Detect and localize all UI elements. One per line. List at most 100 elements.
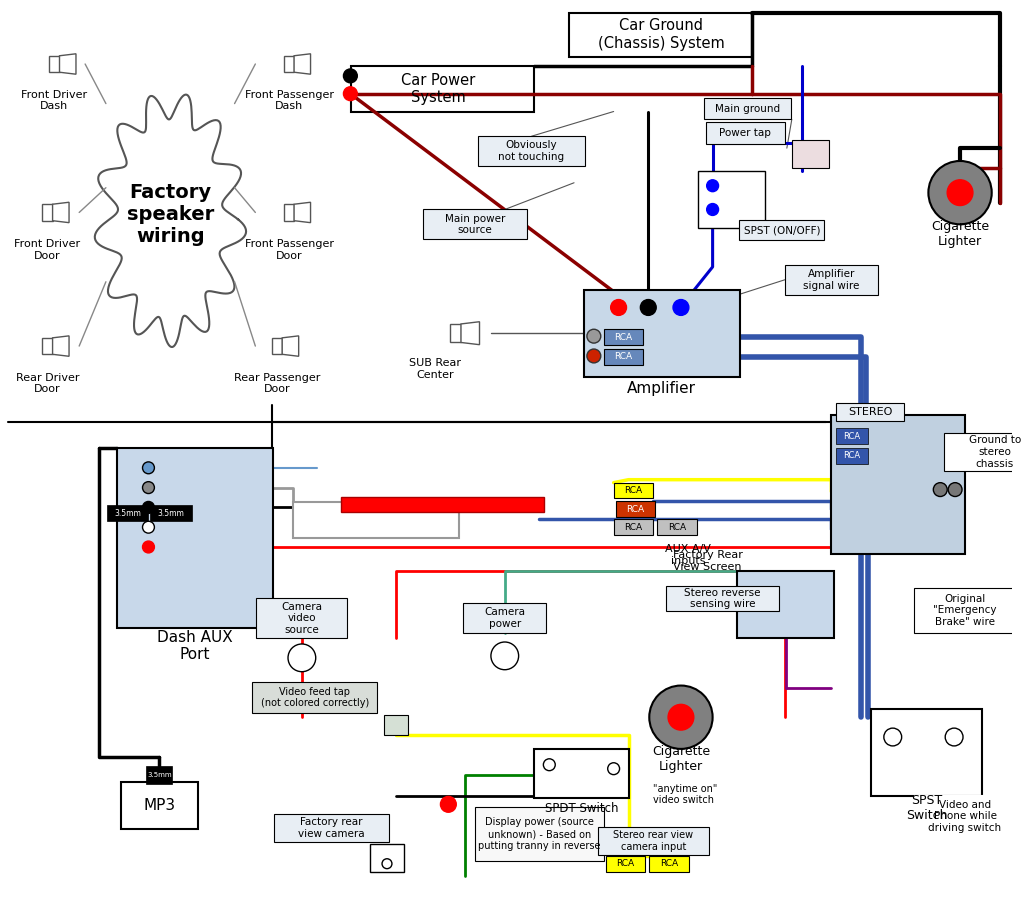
Bar <box>107 505 148 521</box>
Bar <box>384 716 408 735</box>
Bar <box>613 483 653 498</box>
Bar <box>785 265 878 295</box>
Text: Amplifier
signal wire: Amplifier signal wire <box>803 269 860 290</box>
Bar <box>792 140 830 168</box>
Circle shape <box>933 483 947 496</box>
Bar <box>944 433 1022 471</box>
Text: 3.5mm: 3.5mm <box>114 509 141 518</box>
Text: RCA: RCA <box>660 859 679 868</box>
Circle shape <box>947 180 973 206</box>
Circle shape <box>587 329 601 343</box>
Bar <box>146 766 173 784</box>
Text: STEREO: STEREO <box>848 407 892 417</box>
Bar <box>665 585 780 611</box>
Text: Cigarette
Lighter: Cigarette Lighter <box>652 744 710 773</box>
Bar <box>257 599 347 638</box>
Bar <box>341 496 545 512</box>
Circle shape <box>928 161 991 225</box>
Bar <box>284 56 294 72</box>
Polygon shape <box>52 202 69 223</box>
Text: RCA: RCA <box>624 486 643 495</box>
Text: Amplifier: Amplifier <box>626 381 696 396</box>
Text: Video feed tap
(not colored correctly): Video feed tap (not colored correctly) <box>261 687 369 708</box>
Text: Front Driver
Door: Front Driver Door <box>14 239 81 261</box>
Text: Stereo rear view
camera input: Stereo rear view camera input <box>613 830 693 851</box>
Text: Original
"Emergency
Brake" wire: Original "Emergency Brake" wire <box>933 593 996 627</box>
Polygon shape <box>95 94 246 347</box>
Circle shape <box>288 644 316 672</box>
Circle shape <box>611 299 626 316</box>
Bar <box>871 709 982 797</box>
Text: Ground to
stereo
chassis: Ground to stereo chassis <box>969 435 1021 468</box>
Polygon shape <box>461 322 479 344</box>
Bar <box>836 428 868 444</box>
Text: MP3: MP3 <box>143 797 176 813</box>
Text: Factory
speaker
wiring: Factory speaker wiring <box>127 182 214 246</box>
Text: Display power (source
unknown) - Based on
putting tranny in reverse: Display power (source unknown) - Based o… <box>478 817 601 850</box>
Text: Camera
power: Camera power <box>484 608 525 629</box>
Text: Car Ground
(Chassis) System: Car Ground (Chassis) System <box>598 18 725 50</box>
Text: Rear Driver
Door: Rear Driver Door <box>15 373 80 395</box>
Bar <box>606 856 645 872</box>
Circle shape <box>343 69 358 83</box>
Polygon shape <box>294 54 311 75</box>
Bar <box>43 204 52 220</box>
Bar <box>914 588 1017 633</box>
Bar <box>478 137 585 166</box>
Text: "anytime on"
video switch: "anytime on" video switch <box>653 784 717 806</box>
Bar <box>698 171 765 228</box>
Text: Rear Passenger
Door: Rear Passenger Door <box>234 373 320 395</box>
Text: RCA: RCA <box>843 451 861 460</box>
Text: Front Passenger
Door: Front Passenger Door <box>244 239 333 261</box>
Bar <box>150 505 192 521</box>
Text: Front Driver
Dash: Front Driver Dash <box>21 90 88 111</box>
Bar <box>293 503 459 539</box>
Circle shape <box>641 299 656 316</box>
Bar <box>604 329 643 345</box>
Circle shape <box>142 521 154 533</box>
Bar <box>657 520 697 535</box>
Circle shape <box>608 762 619 775</box>
Polygon shape <box>282 336 298 356</box>
Bar <box>463 603 547 633</box>
Text: Power tap: Power tap <box>719 129 772 138</box>
Circle shape <box>673 299 689 316</box>
Circle shape <box>343 87 358 101</box>
Text: Main ground: Main ground <box>714 103 780 113</box>
Text: RCA: RCA <box>624 522 643 531</box>
Circle shape <box>142 462 154 474</box>
Bar <box>737 571 834 638</box>
Text: Car Power
System: Car Power System <box>402 73 475 105</box>
Text: SUB Rear
Center: SUB Rear Center <box>410 358 462 379</box>
Text: RCA: RCA <box>614 352 633 361</box>
Bar <box>475 807 604 860</box>
Text: RCA: RCA <box>843 432 861 441</box>
Text: RCA: RCA <box>616 859 635 868</box>
Circle shape <box>491 642 518 670</box>
Circle shape <box>668 704 694 730</box>
Text: RCA: RCA <box>614 333 633 342</box>
Bar <box>117 448 273 628</box>
Text: Factory Rear
View Screen: Factory Rear View Screen <box>673 550 743 572</box>
Text: SPDT Switch: SPDT Switch <box>545 802 618 814</box>
Bar <box>613 520 653 535</box>
Text: Stereo reverse
sensing wire: Stereo reverse sensing wire <box>685 588 760 610</box>
Text: AUX A/V
inputs: AUX A/V inputs <box>665 544 711 565</box>
Bar <box>272 338 282 354</box>
Text: RCA: RCA <box>668 522 686 531</box>
Text: Dash AUX
Port: Dash AUX Port <box>157 630 233 663</box>
Bar <box>370 844 404 872</box>
Bar <box>535 749 630 798</box>
Bar <box>49 56 59 72</box>
Bar <box>43 338 52 354</box>
Polygon shape <box>59 54 76 75</box>
Circle shape <box>649 686 712 749</box>
Bar <box>284 204 294 220</box>
Circle shape <box>706 180 718 191</box>
Bar <box>615 502 655 517</box>
Text: 3.5mm: 3.5mm <box>157 509 185 518</box>
Text: SPST
Switch: SPST Switch <box>905 795 947 823</box>
Text: SPST (ON/OFF): SPST (ON/OFF) <box>744 226 820 236</box>
Text: Cigarette
Lighter: Cigarette Lighter <box>931 220 989 248</box>
Bar <box>739 220 825 240</box>
